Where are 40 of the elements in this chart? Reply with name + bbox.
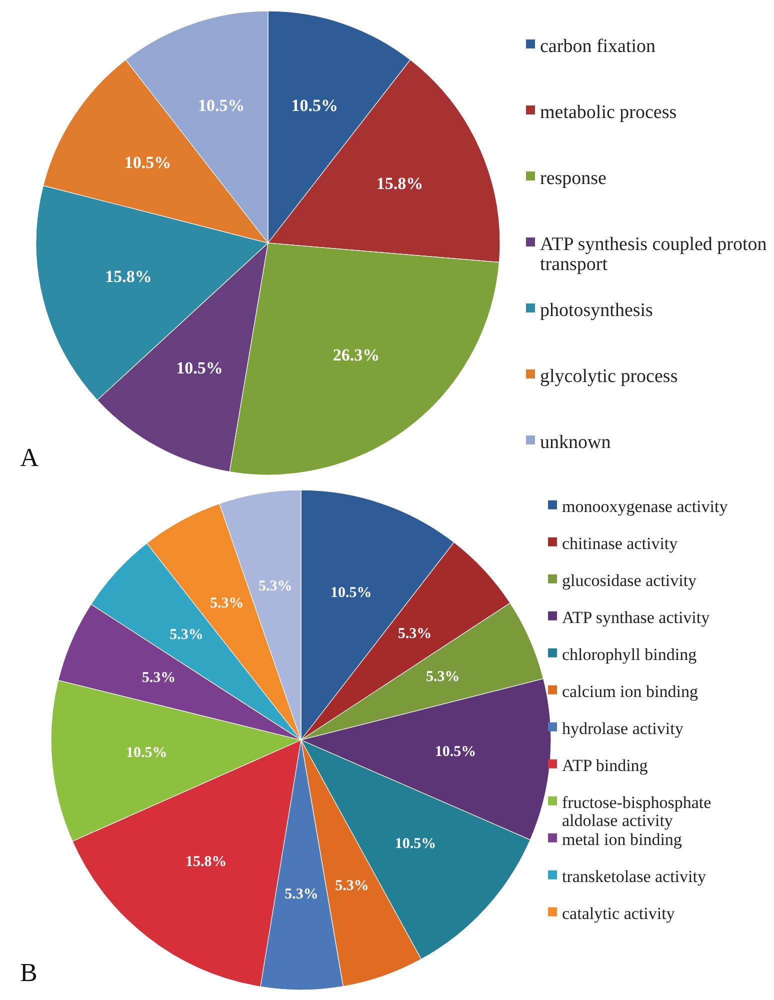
data-label: 10.5% <box>124 153 172 172</box>
data-label: 15.8% <box>376 174 424 194</box>
text: B <box>20 958 38 987</box>
data-label: 10.5% <box>291 96 338 115</box>
text: A <box>20 443 39 472</box>
legend-label: monooxygenase activity <box>562 496 728 516</box>
legend-label: ATP synthesis coupled proton transport <box>540 234 768 276</box>
data-label: 10.5% <box>330 584 372 601</box>
legend-label: chlorophyll binding <box>562 644 698 664</box>
legend-label: ATP binding <box>562 756 648 775</box>
data-label: 10.5% <box>176 358 223 378</box>
legend-label: catalytic activity <box>562 904 676 923</box>
data-label: 5.3% <box>284 886 318 902</box>
legend-label: ATP synthase activity <box>562 608 710 627</box>
data-label: 5.3% <box>398 626 432 642</box>
data-label: 5.3% <box>258 578 292 595</box>
legend-label: unknown <box>540 432 612 454</box>
data-label: 15.8% <box>186 854 227 870</box>
data-label: 5.3% <box>426 669 460 686</box>
legend-label: glucosidase activity <box>562 570 698 590</box>
data-label: 5.3% <box>335 878 369 894</box>
legend-label: metabolic process <box>540 102 677 124</box>
legend-label: metal ion binding <box>562 830 682 849</box>
legend-label: glycolytic process <box>540 366 678 388</box>
data-label: 5.3% <box>170 626 204 643</box>
data-label: 10.5% <box>394 836 436 852</box>
legend-label: chitinase activity <box>562 534 678 553</box>
data-label: 10.5% <box>126 745 168 762</box>
data-label: 5.3% <box>142 670 176 686</box>
legend-label: calcium ion binding <box>562 682 698 701</box>
data-label: 15.8% <box>105 267 152 286</box>
legend-label: carbon fixation <box>540 36 656 58</box>
legend-label: response <box>540 168 606 190</box>
data-label: 10.5% <box>434 744 476 760</box>
data-label: 5.3% <box>210 595 244 612</box>
legend-label: transketolase activity <box>562 866 706 886</box>
legend-label: photosynthesis <box>540 300 653 322</box>
legend-label: hydrolase activity <box>562 718 684 738</box>
data-label: 10.5% <box>198 96 245 115</box>
data-label: 26.3% <box>332 346 380 365</box>
